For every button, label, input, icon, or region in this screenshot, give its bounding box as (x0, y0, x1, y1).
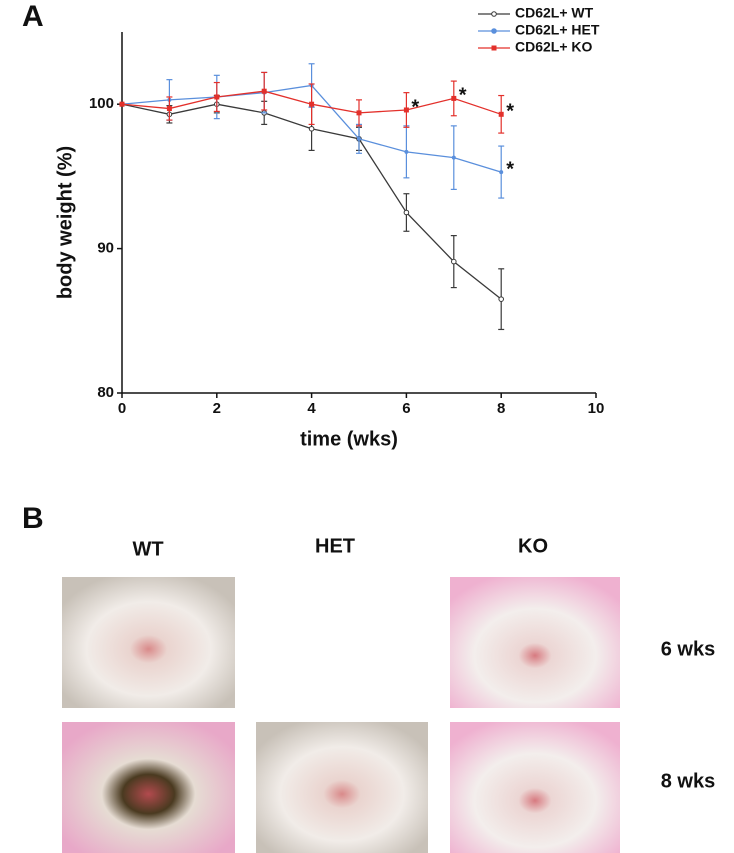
legend-marker (491, 45, 497, 51)
row-label: 6 wks (661, 638, 715, 660)
y-tick-label: 90 (97, 240, 114, 257)
x-axis-title: time (wks) (300, 428, 398, 450)
marker (166, 106, 172, 112)
panel-label: A (22, 0, 44, 33)
photo (450, 577, 620, 708)
marker (309, 101, 315, 107)
marker (404, 149, 409, 154)
row-label: 8 wks (661, 770, 715, 792)
photo (62, 722, 235, 853)
photo (256, 722, 428, 853)
plot-area: 80 90 100 0 2 4 6 8 10 time (wks) body weight (%) C… (54, 5, 604, 451)
marker (119, 101, 125, 107)
marker (451, 95, 457, 101)
legend-label: CD62L+ KO (515, 39, 593, 55)
marker (357, 136, 361, 141)
x-tick-label: 0 (118, 400, 126, 417)
marker (308, 125, 315, 132)
legend-label: CD62L+ HET (515, 22, 600, 38)
legend-marker (491, 28, 497, 34)
marker (451, 258, 457, 265)
photo (450, 722, 620, 853)
marker (498, 111, 504, 117)
annotation: * (506, 158, 514, 180)
y-tick-label: 80 (97, 384, 114, 401)
marker (214, 94, 220, 100)
annotation: * (459, 85, 467, 107)
marker (451, 155, 456, 160)
legend-label: CD62L+ WT (515, 5, 594, 21)
x-tick-label: 10 (588, 400, 605, 417)
x-tick-label: 2 (213, 400, 221, 417)
column-label: KO (518, 535, 548, 557)
y-axis-title: body weight (%) (54, 146, 76, 299)
x-tick-label: 8 (497, 400, 505, 417)
annotation: * (506, 101, 514, 123)
annotation: * (411, 96, 419, 118)
marker (403, 209, 410, 216)
marker (499, 170, 504, 175)
photo (62, 577, 235, 708)
x-tick-label: 4 (307, 400, 316, 417)
y-tick-label: 100 (89, 95, 114, 112)
marker (261, 88, 267, 94)
photo-grid (62, 577, 620, 853)
legend-marker (491, 11, 497, 17)
marker (403, 107, 409, 113)
column-label: WT (132, 538, 163, 560)
panel-label: B (22, 502, 44, 535)
column-label: HET (315, 535, 355, 557)
marker (498, 296, 505, 302)
marker (356, 110, 362, 116)
x-tick-label: 6 (402, 400, 410, 417)
